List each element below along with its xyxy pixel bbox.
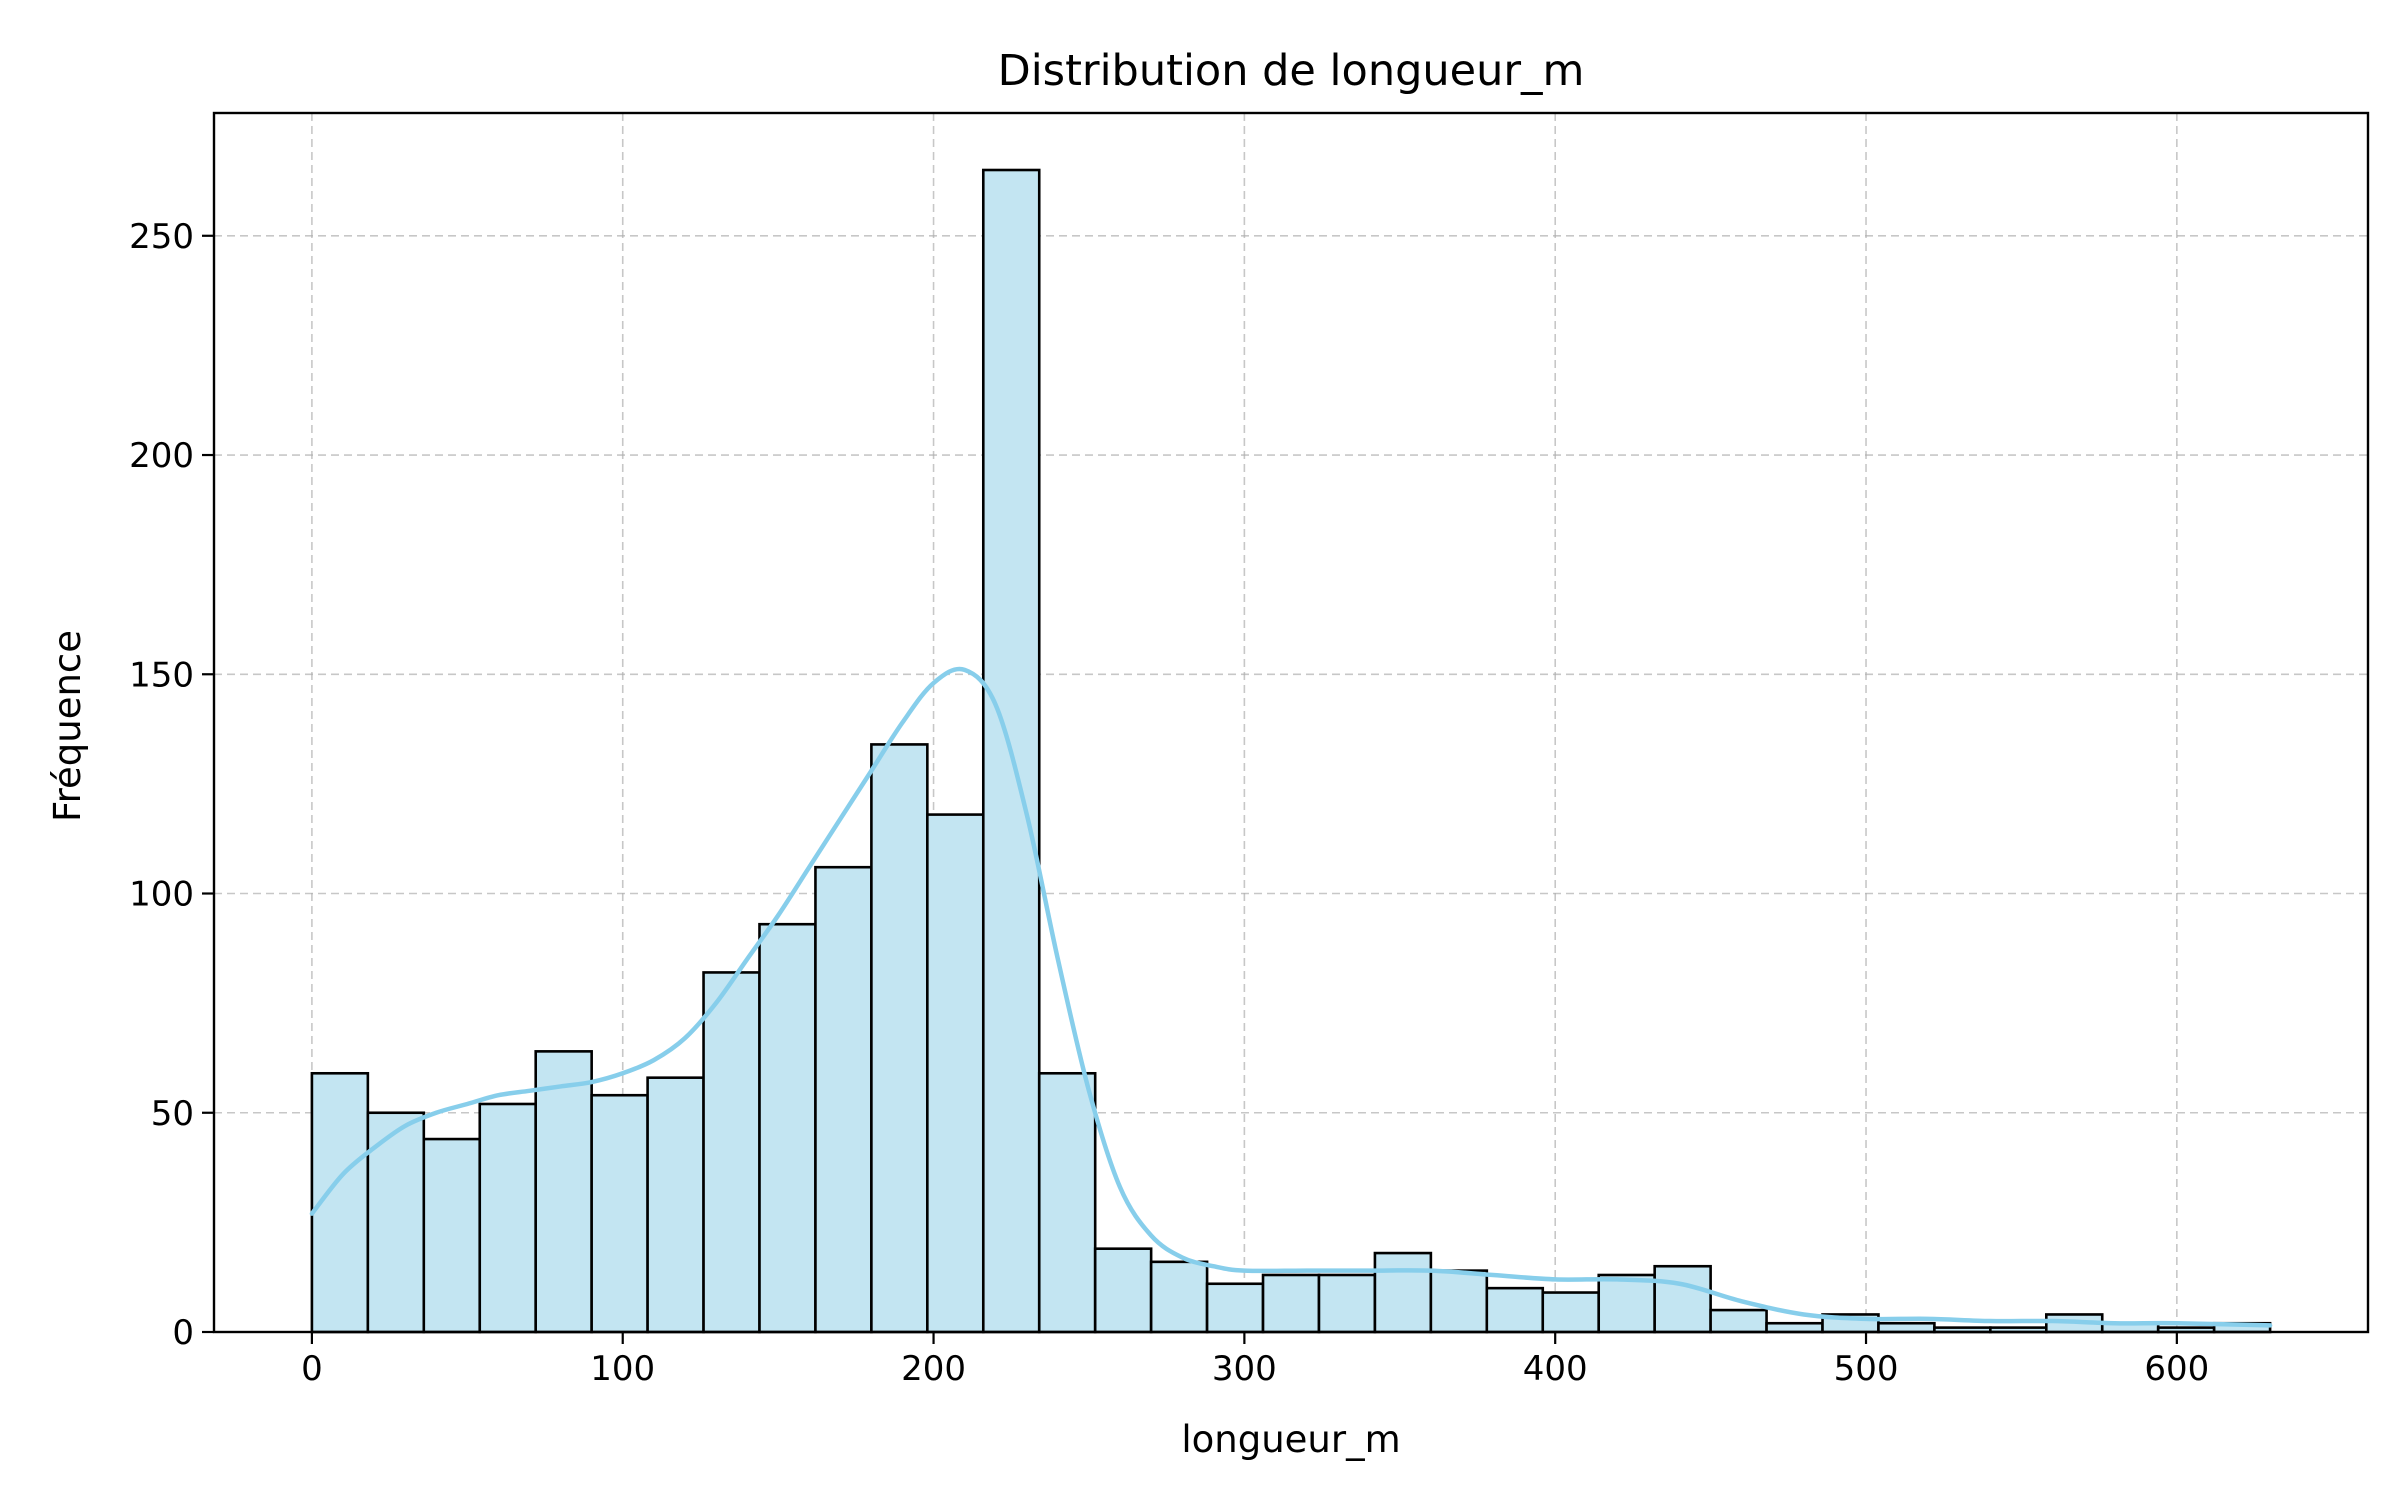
plot-frame bbox=[212, 111, 2370, 1334]
histogram-bar bbox=[702, 971, 761, 1334]
histogram-bar bbox=[1373, 1251, 1433, 1334]
y-tick-label: 150 bbox=[129, 655, 194, 695]
x-tick-label: 200 bbox=[901, 1349, 966, 1389]
histogram-bar bbox=[478, 1102, 538, 1334]
kde-curve-group bbox=[309, 666, 2273, 1328]
histogram-bar bbox=[1485, 1286, 1545, 1334]
histogram-bar bbox=[1317, 1273, 1377, 1334]
histogram-bar bbox=[1037, 1071, 1097, 1334]
histogram-bar bbox=[1261, 1273, 1321, 1334]
histogram-bar bbox=[870, 743, 929, 1334]
histogram-bar bbox=[1093, 1247, 1153, 1334]
histogram-bar bbox=[366, 1111, 426, 1334]
x-tick-label: 300 bbox=[1212, 1349, 1277, 1389]
histogram-bar bbox=[1709, 1308, 1768, 1334]
x-tick-label: 500 bbox=[1834, 1349, 1899, 1389]
histogram-bar bbox=[1877, 1321, 1936, 1334]
y-axis-ticks: 0 50 100 150 200 250 bbox=[129, 217, 214, 1353]
histogram-bar bbox=[1429, 1269, 1489, 1334]
histogram-bar bbox=[814, 865, 873, 1334]
histogram-bar bbox=[1205, 1282, 1265, 1334]
histogram-bar bbox=[758, 922, 817, 1334]
histogram-bar bbox=[1149, 1260, 1209, 1334]
histogram-bar bbox=[1765, 1321, 1824, 1334]
histogram-bar bbox=[422, 1137, 482, 1334]
x-tick-label: 600 bbox=[2144, 1349, 2209, 1389]
x-axis-ticks: 0 100 200 300 400 500 600 bbox=[301, 1332, 2209, 1389]
kde-curve bbox=[309, 666, 2273, 1328]
chart-title: Distribution de longueur_m bbox=[998, 46, 1585, 96]
y-tick-label: 250 bbox=[129, 217, 194, 257]
x-tick-label: 0 bbox=[301, 1349, 323, 1389]
histogram-bar bbox=[534, 1050, 593, 1334]
y-axis-label: Fréquence bbox=[46, 630, 89, 822]
histogram-bar bbox=[590, 1093, 649, 1334]
y-tick-label: 200 bbox=[129, 436, 194, 476]
histogram-bar bbox=[1653, 1264, 1712, 1334]
y-tick-label: 0 bbox=[172, 1313, 194, 1353]
histogram-bar bbox=[926, 813, 985, 1334]
histogram-bar bbox=[1597, 1273, 1656, 1334]
y-tick-label: 50 bbox=[151, 1094, 194, 1134]
histogram-bars bbox=[310, 168, 2272, 1334]
histogram-bar bbox=[646, 1076, 705, 1334]
x-axis-label: longueur_m bbox=[1181, 1418, 1400, 1461]
histogram-bar bbox=[1541, 1291, 1601, 1334]
x-tick-label: 400 bbox=[1523, 1349, 1588, 1389]
y-tick-label: 100 bbox=[129, 875, 194, 915]
x-tick-label: 100 bbox=[590, 1349, 655, 1389]
